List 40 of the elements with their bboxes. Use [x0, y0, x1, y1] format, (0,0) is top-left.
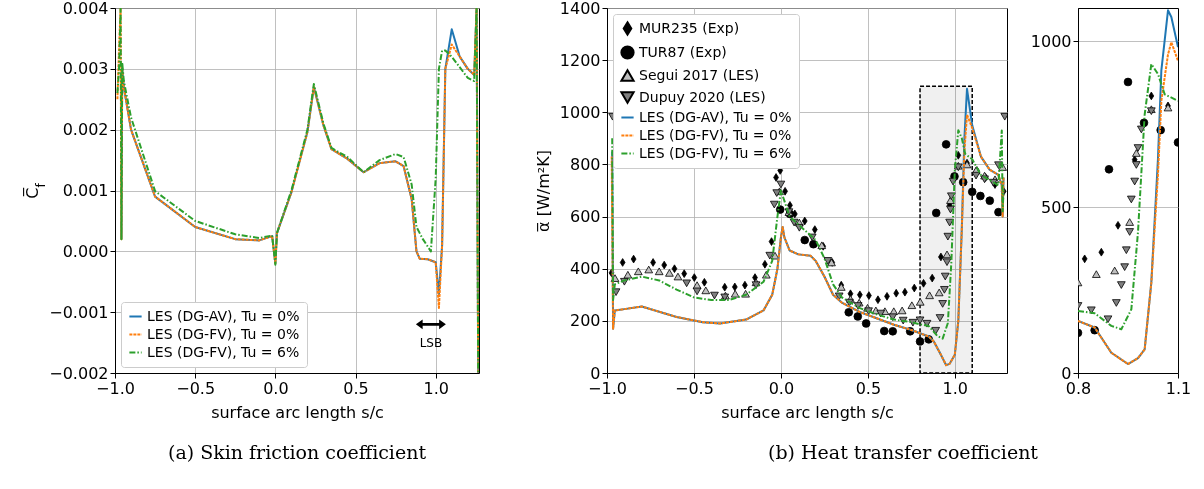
legend-label: Segui 2017 (LES) — [639, 66, 760, 83]
y-tick-label: 400 — [569, 259, 601, 279]
legend-label: LES (DG-AV), Tu = 0% — [639, 108, 792, 125]
annotation: LSB — [419, 336, 443, 351]
legend-label: LES (DG-AV), Tu = 0% — [147, 307, 300, 324]
legend-label: LES (DG-FV), Tu = 0% — [147, 325, 300, 342]
text: (b) Heat transfer coefficient — [767, 441, 1039, 463]
x-tick-label: −0.5 — [176, 378, 216, 398]
y-tick-label: 500 — [1040, 197, 1072, 217]
y-tick-label: 800 — [569, 154, 601, 174]
x-tick-label: 0.5 — [343, 378, 369, 398]
y-tick-label: 0.000 — [62, 241, 109, 261]
y-tick-label: 1000 — [1030, 31, 1072, 51]
legend-label: LES (DG-FV), Tu = 6% — [147, 343, 300, 360]
x-tick-label: 0.0 — [768, 378, 795, 398]
x-tick-label: 1.0 — [942, 378, 969, 398]
y-axis-title: α̅ [W/m²K] — [533, 150, 553, 233]
y-tick-label: 0.003 — [62, 59, 109, 79]
legend-label: Dupuy 2020 (LES) — [639, 88, 766, 105]
x-axis-title: surface arc length s/c — [721, 402, 894, 422]
y-tick-label: 0.002 — [62, 120, 109, 140]
x-tick-label: −0.5 — [675, 378, 714, 398]
x-tick-label: 1.1 — [1165, 378, 1192, 398]
y-tick-label: 1000 — [559, 102, 601, 122]
y-tick-label: 600 — [569, 207, 601, 227]
y-tick-label: 1200 — [559, 50, 601, 70]
legend-label: LES (DG-FV), Tu = 6% — [639, 144, 792, 161]
y-tick-label: −0.001 — [49, 302, 109, 322]
legend-label: LES (DG-FV), Tu = 0% — [639, 126, 792, 143]
x-tick-label: 0.5 — [855, 378, 882, 398]
legend-label: TUR87 (Exp) — [638, 43, 727, 60]
text: (a) Skin friction coefficient — [167, 441, 427, 463]
y-tick-label: 0.001 — [62, 181, 109, 200]
x-tick-label: 1.0 — [423, 378, 449, 398]
legend-label: MUR235 (Exp) — [639, 19, 740, 36]
y-tick-label: 0.004 — [62, 0, 109, 18]
y-tick-label: 1400 — [559, 0, 601, 18]
x-tick-label: 0.0 — [263, 378, 289, 398]
x-axis-title: surface arc length s/c — [211, 402, 384, 422]
y-tick-label: 200 — [569, 311, 601, 331]
